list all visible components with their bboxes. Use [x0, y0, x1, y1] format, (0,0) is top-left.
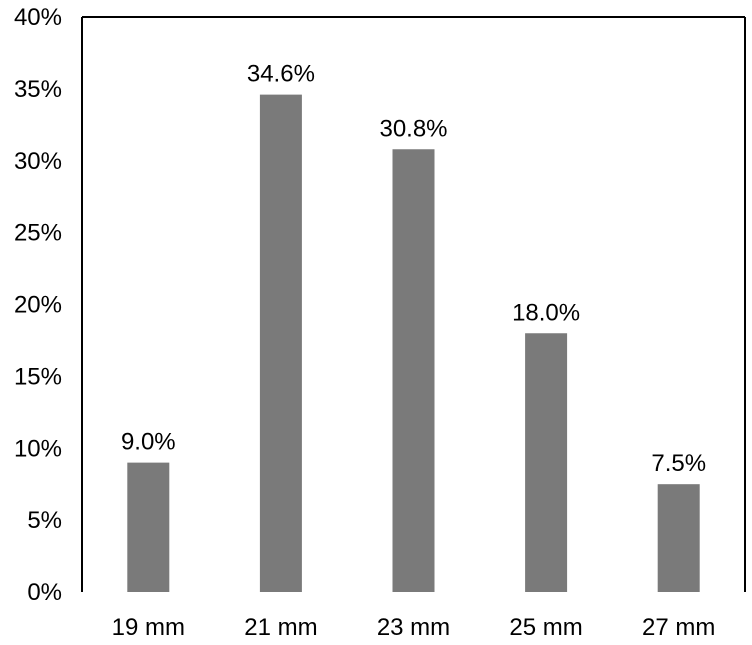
y-axis-ticks: 0% 5% 10% 15% 20% 25% 30% 35% 40% [14, 4, 62, 606]
bar [392, 149, 435, 592]
y-tick-label: 25% [14, 220, 62, 247]
bar [259, 94, 302, 592]
data-label: 9.0% [121, 429, 176, 456]
y-tick-label: 20% [14, 292, 62, 319]
data-label: 30.8% [379, 115, 447, 142]
bar [657, 484, 700, 592]
y-tick-label: 35% [14, 76, 62, 103]
bar [525, 333, 568, 592]
bars-group [127, 94, 700, 592]
x-tick-label: 25 mm [509, 614, 582, 640]
y-tick-label: 40% [14, 4, 62, 31]
y-tick-label: 15% [14, 363, 62, 390]
x-tick-label: 27 mm [642, 614, 715, 640]
x-axis-labels: 19 mm 21 mm 23 mm 25 mm 27 mm [112, 614, 716, 641]
x-tick-label: 21 mm [244, 614, 317, 640]
x-tick-label: 19 mm [112, 614, 185, 640]
y-tick-label: 0% [27, 579, 62, 606]
bar [127, 462, 170, 592]
value-labels-group: 9.0% 34.6% 30.8% 18.0% 7.5% [121, 61, 706, 478]
data-label: 18.0% [512, 299, 580, 326]
y-tick-label: 10% [14, 435, 62, 462]
y-tick-label: 5% [27, 507, 62, 534]
plot-frame [81, 16, 746, 592]
x-tick-label: 23 mm [377, 614, 450, 640]
y-tick-label: 30% [14, 148, 62, 175]
data-label: 7.5% [651, 450, 706, 477]
data-label: 34.6% [247, 61, 315, 88]
